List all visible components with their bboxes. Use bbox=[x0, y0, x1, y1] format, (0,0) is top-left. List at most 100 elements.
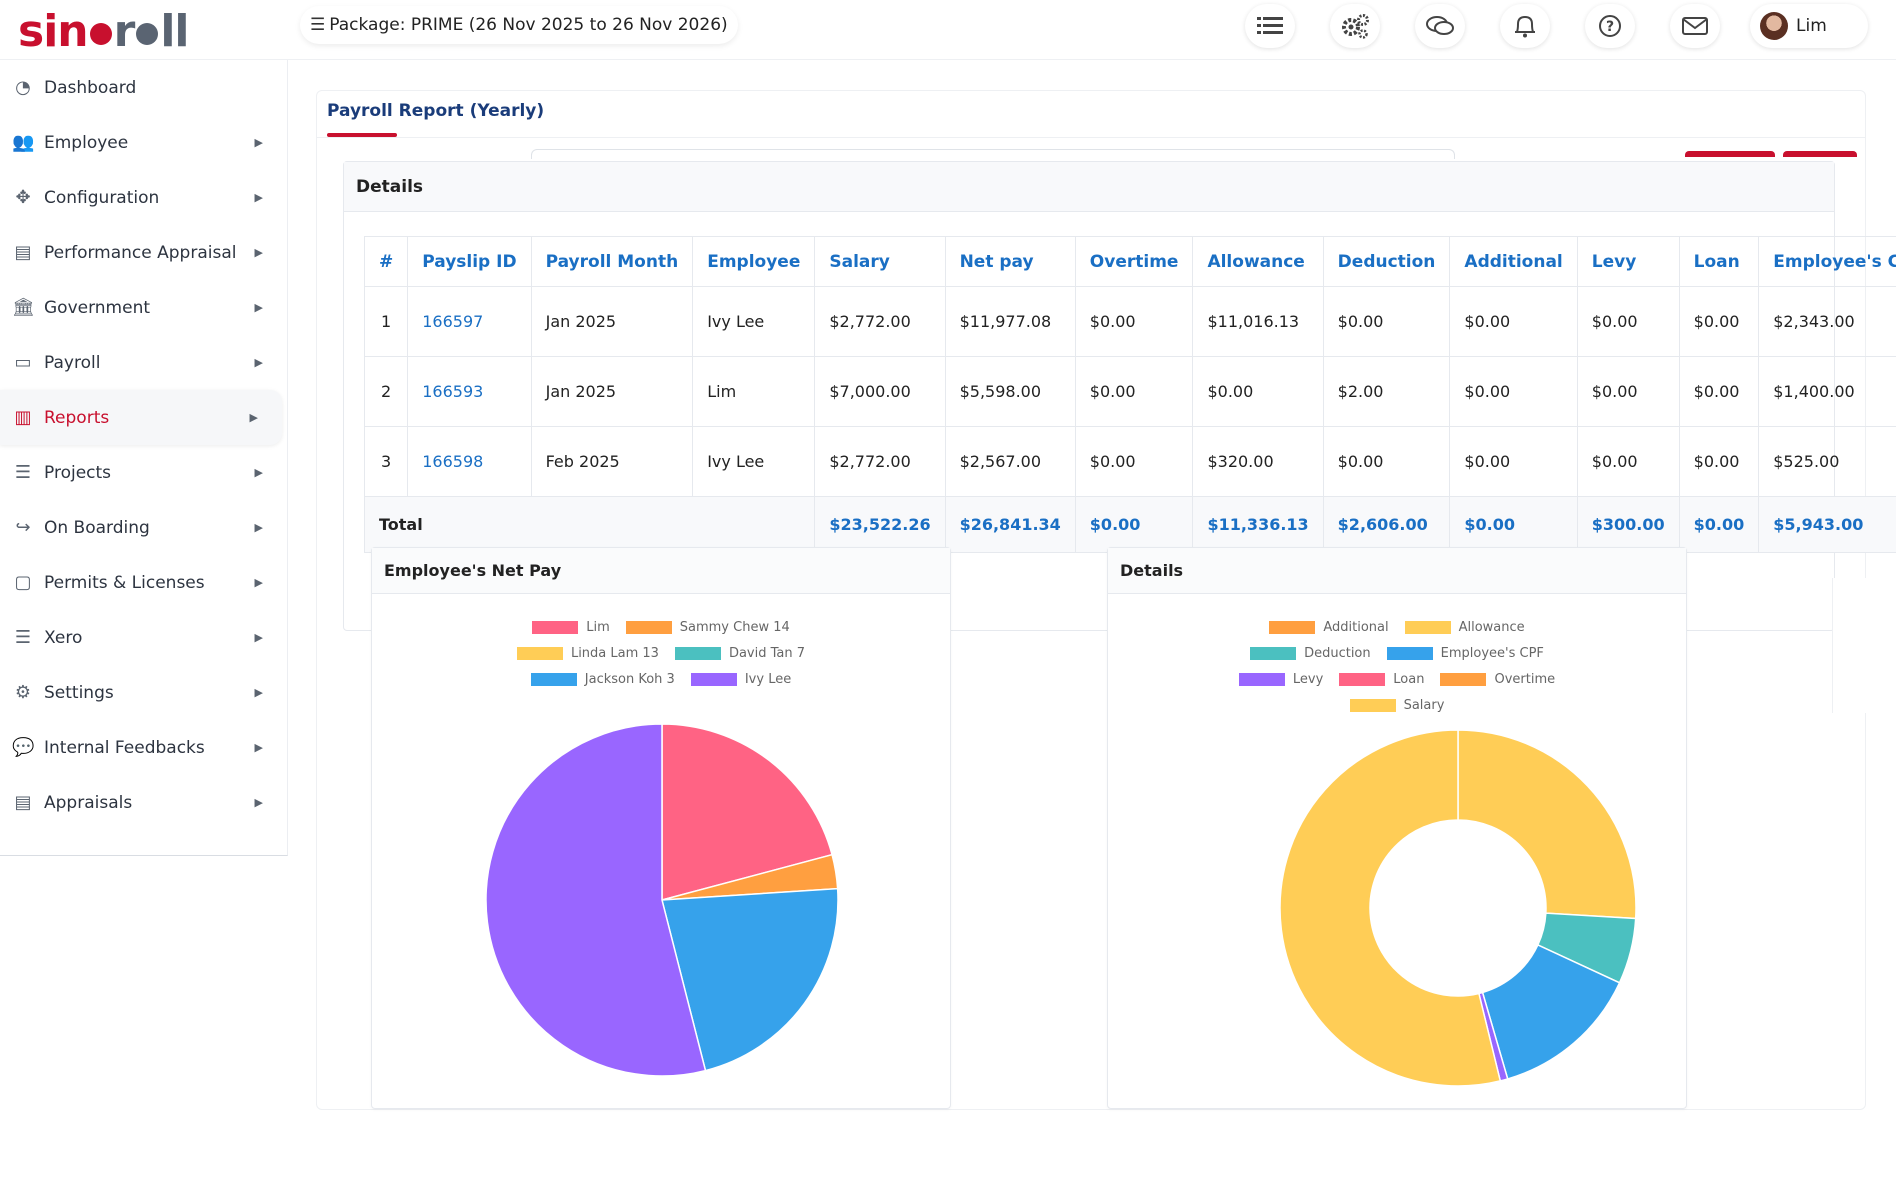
legend-item[interactable]: Jackson Koh 3 bbox=[530, 672, 675, 687]
column-header[interactable]: Allowance bbox=[1192, 236, 1324, 287]
total-cell: $0.00 bbox=[1075, 496, 1194, 553]
gear-icon[interactable] bbox=[1330, 4, 1380, 48]
column-header[interactable]: Payslip ID bbox=[407, 236, 532, 287]
total-cell: $11,336.13 bbox=[1192, 496, 1324, 553]
legend-item[interactable]: Allowance bbox=[1404, 620, 1525, 635]
bell-icon[interactable] bbox=[1500, 4, 1550, 48]
right-edge-panel bbox=[1832, 578, 1896, 713]
caret-right-icon: ▶ bbox=[254, 246, 263, 259]
sidebar-item-label: Xero bbox=[44, 627, 83, 648]
action-button-primary[interactable] bbox=[1685, 151, 1775, 157]
caret-right-icon: ▶ bbox=[254, 356, 263, 369]
legend-label: Overtime bbox=[1494, 671, 1556, 687]
sidebar-item-internal-feedbacks[interactable]: 💬 Internal Feedbacks ▶ bbox=[0, 720, 287, 775]
payslip-id-link[interactable]: 166597 bbox=[407, 286, 532, 357]
legend-item[interactable]: Salary bbox=[1349, 698, 1444, 713]
slice-lim[interactable] bbox=[661, 723, 833, 901]
sidebar-item-employee[interactable]: 👥 Employee ▶ bbox=[0, 115, 287, 170]
table-cell: Feb 2025 bbox=[531, 426, 694, 497]
legend-item[interactable]: Levy bbox=[1238, 671, 1324, 687]
legend-item[interactable]: Additional bbox=[1269, 620, 1389, 635]
svg-text:?: ? bbox=[1606, 19, 1614, 35]
column-header[interactable]: # bbox=[363, 236, 409, 287]
legend-item[interactable]: Employee's CPF bbox=[1386, 646, 1544, 661]
action-button-secondary[interactable] bbox=[1783, 151, 1857, 157]
table-cell: 1 bbox=[363, 286, 409, 357]
legend-label: Loan bbox=[1393, 671, 1425, 687]
column-header[interactable]: Net pay bbox=[945, 236, 1076, 287]
help-icon[interactable]: ? bbox=[1585, 4, 1635, 48]
column-header[interactable]: Levy bbox=[1577, 236, 1680, 287]
slice-jackson-koh-3[interactable] bbox=[661, 887, 839, 1072]
legend-swatch bbox=[674, 646, 721, 660]
slice-ivy-lee[interactable] bbox=[485, 723, 707, 1077]
column-header[interactable]: Overtime bbox=[1075, 236, 1194, 287]
sidebar-item-projects[interactable]: ☰ Projects ▶ bbox=[0, 445, 287, 500]
legend-item[interactable]: Overtime bbox=[1440, 672, 1555, 687]
table-cell: $320.00 bbox=[1192, 426, 1324, 497]
details-card-title: Details bbox=[344, 162, 1834, 212]
legend-item[interactable]: Deduction bbox=[1250, 646, 1371, 661]
legend-item[interactable]: Ivy Lee bbox=[690, 672, 791, 687]
column-header[interactable]: Loan bbox=[1679, 236, 1760, 287]
sidebar-item-reports[interactable]: ▥ Reports ▶ bbox=[0, 390, 282, 445]
legend-swatch bbox=[1238, 672, 1285, 686]
legend-item[interactable]: Loan bbox=[1339, 672, 1424, 687]
column-header[interactable]: Additional bbox=[1449, 236, 1578, 287]
header-icon-group: ? bbox=[1245, 4, 1755, 48]
sidebar-item-label: Government bbox=[44, 297, 151, 318]
table-row: 3 166598 Feb 2025 Ivy Lee $2,772.00 $2,567.00… bbox=[363, 426, 1896, 497]
legend-item[interactable]: David Tan 7 bbox=[674, 646, 805, 661]
legend-label: Sammy Chew 14 bbox=[679, 619, 790, 635]
net-pay-chart-card: Employee's Net Pay Lim Sammy Chew 14 Linda… bbox=[371, 547, 951, 1109]
slice-allowance[interactable] bbox=[1457, 729, 1637, 920]
caret-right-icon: ▶ bbox=[254, 576, 263, 589]
sidebar-item-configuration[interactable]: ✥ Configuration ▶ bbox=[0, 170, 287, 225]
table-cell: Lim bbox=[692, 356, 816, 427]
table-cell: $5,598.00 bbox=[945, 356, 1076, 427]
column-header[interactable]: Employee's CPF bbox=[1758, 236, 1896, 287]
legend-label: Linda Lam 13 bbox=[570, 645, 659, 661]
legend-item[interactable]: Linda Lam 13 bbox=[516, 645, 659, 661]
sidebar-item-performance-appraisal[interactable]: ▤ Performance Appraisal ▶ bbox=[0, 225, 287, 280]
caret-right-icon: ▶ bbox=[254, 136, 263, 149]
list-icon[interactable] bbox=[1245, 4, 1295, 48]
sidebar-item-payroll[interactable]: ▭ Payroll ▶ bbox=[0, 335, 287, 390]
legend-item[interactable]: Lim bbox=[532, 620, 610, 635]
caret-right-icon: ▶ bbox=[254, 631, 263, 644]
legend-label: Levy bbox=[1292, 671, 1324, 687]
table-total-row: Total $23,522.26 $26,841.34 $0.00 $11,336.13… bbox=[363, 496, 1896, 553]
total-cell: $26,841.34 bbox=[945, 496, 1076, 553]
legend-item[interactable]: Sammy Chew 14 bbox=[625, 619, 790, 635]
main-panel: Payroll Report (Yearly) Details # Payslip… bbox=[316, 90, 1896, 1110]
tab-payroll-report-yearly[interactable]: Payroll Report (Yearly) bbox=[327, 101, 545, 121]
column-header[interactable]: Payroll Month bbox=[531, 236, 694, 287]
sidebar-item-government[interactable]: 🏛 Government ▶ bbox=[0, 280, 287, 335]
sidebar-item-on-boarding[interactable]: ↪ On Boarding ▶ bbox=[0, 500, 287, 555]
column-header[interactable]: Deduction bbox=[1323, 236, 1451, 287]
sidebar-item-settings[interactable]: ⚙ Settings ▶ bbox=[0, 665, 287, 720]
table-cell: $0.00 bbox=[1192, 356, 1324, 427]
user-menu[interactable]: Lim bbox=[1750, 4, 1868, 48]
singroll-logo[interactable]: sin r ll bbox=[18, 6, 189, 57]
sidebar-item-permits-licenses[interactable]: ▢ Permits & Licenses ▶ bbox=[0, 555, 287, 610]
payslip-id-link[interactable]: 166593 bbox=[407, 356, 532, 427]
column-header[interactable]: Salary bbox=[814, 236, 946, 287]
package-pill[interactable]: ☰ Package: PRIME (26 Nov 2025 to 26 Nov … bbox=[300, 6, 738, 44]
column-header[interactable]: Employee bbox=[692, 236, 816, 287]
table-cell: $0.00 bbox=[1577, 426, 1680, 497]
net-pay-pie-chart bbox=[485, 723, 839, 1077]
sidebar-item-label: Employee bbox=[44, 132, 129, 153]
chat-icon[interactable] bbox=[1415, 4, 1465, 48]
net-pay-chart-title: Employee's Net Pay bbox=[372, 548, 950, 594]
sidebar-item-dashboard[interactable]: ◔ Dashboard bbox=[0, 60, 287, 115]
slice-salary[interactable] bbox=[1279, 729, 1502, 1087]
caret-right-icon: ▶ bbox=[249, 411, 258, 424]
database-icon: ☰ bbox=[14, 627, 32, 648]
mail-icon[interactable] bbox=[1670, 4, 1720, 48]
sidebar-item-appraisals[interactable]: ▤ Appraisals ▶ bbox=[0, 775, 287, 830]
sidebar-item-label: On Boarding bbox=[44, 517, 150, 538]
payslip-id-link[interactable]: 166598 bbox=[407, 426, 532, 497]
sidebar-item-xero[interactable]: ☰ Xero ▶ bbox=[0, 610, 287, 665]
filter-input[interactable] bbox=[531, 149, 1455, 159]
